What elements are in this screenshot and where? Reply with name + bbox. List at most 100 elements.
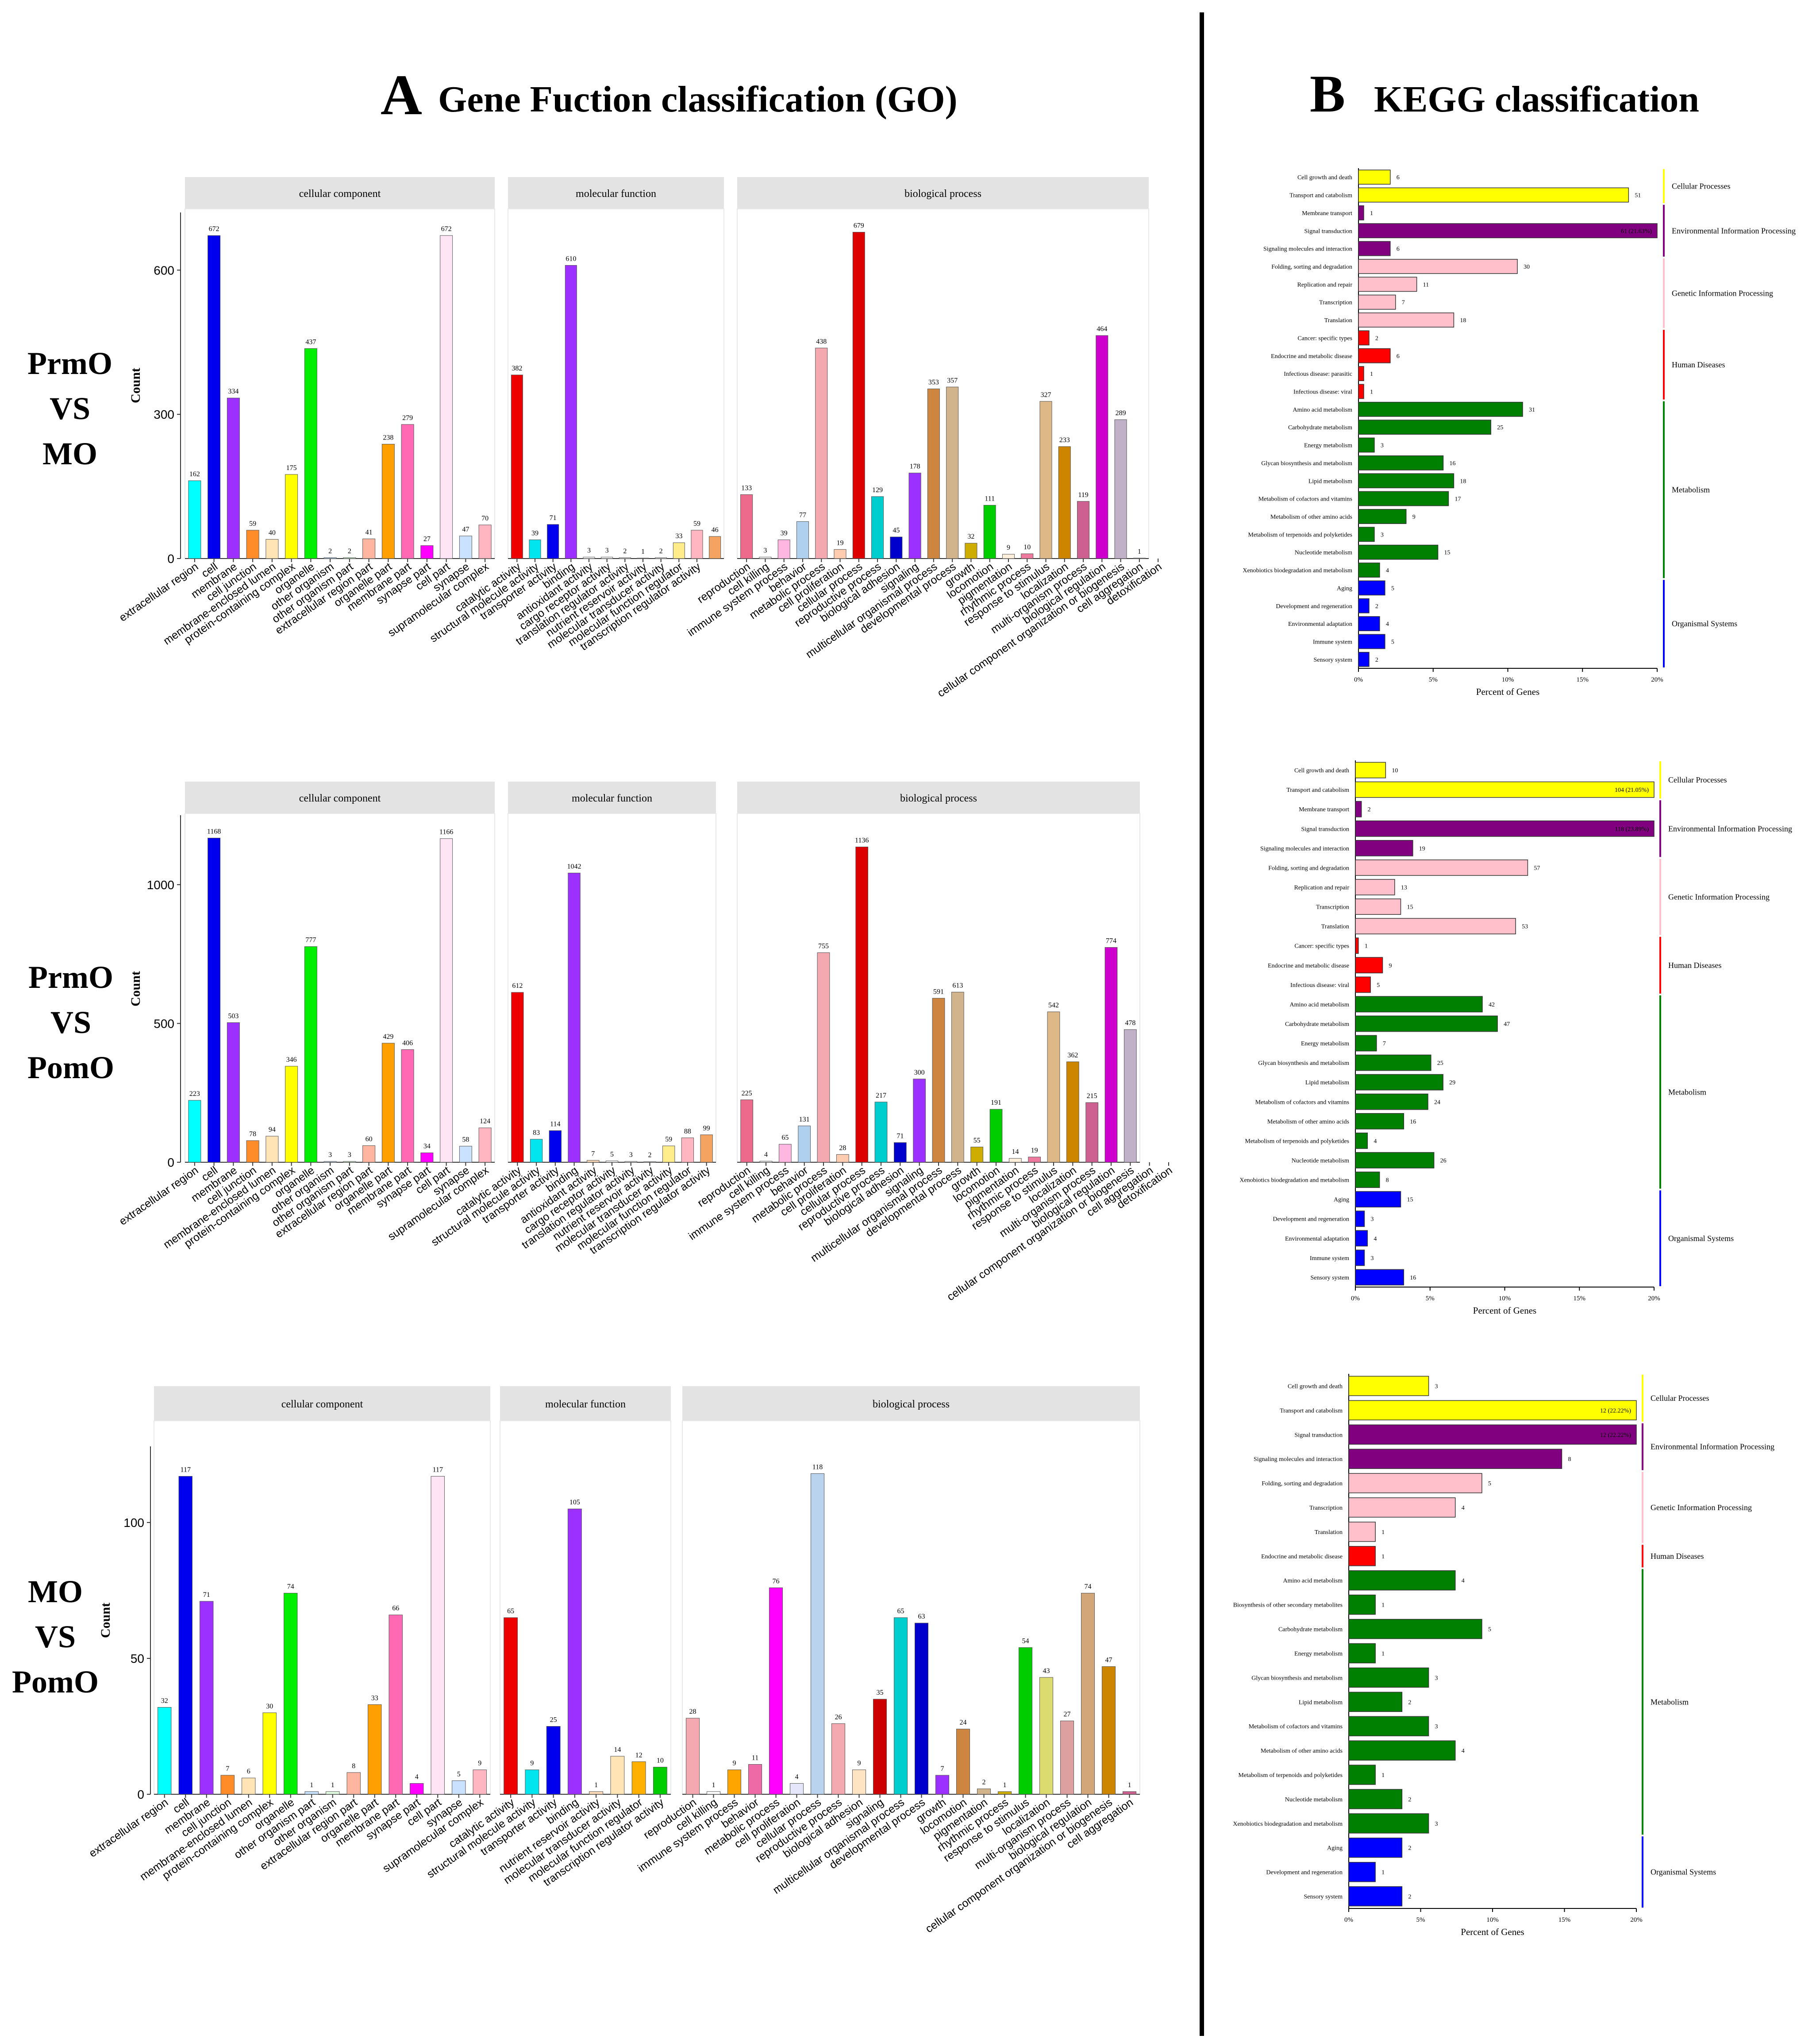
kegg-bar (1358, 455, 1444, 470)
go-bar (1104, 947, 1118, 1163)
kegg-charts: Cell growth and death 6 Transport and cata… (1233, 168, 1796, 1937)
kegg-count-label: 8 (1568, 1456, 1571, 1463)
go-bar (777, 540, 790, 559)
kegg-category-label: Environmental Information Processing (1672, 226, 1796, 235)
go-bar (381, 1043, 395, 1163)
kegg-row-label: Immune system (1313, 639, 1352, 645)
kegg-bar (1348, 1376, 1429, 1396)
go-y-tick-label: 50 (131, 1652, 144, 1665)
kegg-count-label: 25 (1437, 1060, 1443, 1067)
kegg-bar (1348, 1546, 1376, 1566)
go-bar-value-label: 45 (893, 527, 900, 534)
kegg-row-label: Development and regeneration (1266, 1870, 1343, 1876)
go-bar (815, 347, 828, 559)
go-bar-value-label: 77 (799, 511, 806, 519)
kegg-category-label: Metabolism (1668, 1087, 1706, 1096)
go-bar (935, 1775, 950, 1795)
go-bar (1039, 1677, 1054, 1795)
go-group-strip (682, 1386, 1140, 1421)
go-bar (927, 389, 940, 559)
kegg-bar (1355, 1015, 1498, 1032)
kegg-category-label: Metabolism (1672, 485, 1710, 494)
kegg-bar (1348, 1667, 1429, 1688)
go-bar (831, 1723, 846, 1795)
go-bar-value-label: 118 (812, 1463, 823, 1471)
kegg-count-label: 53 (1522, 924, 1528, 930)
go-bar (778, 1144, 792, 1163)
panel-b-letter: B (1310, 64, 1345, 123)
go-bar-value-label: 7 (591, 1150, 595, 1158)
kegg-row-label: Metabolism of terpenoids and polyketides (1238, 1772, 1343, 1779)
go-bar (285, 474, 298, 559)
go-bar (1002, 554, 1015, 559)
kegg-bar (1358, 544, 1439, 560)
kegg-row-label: Transport and catabolism (1286, 787, 1349, 794)
kegg-bar (1348, 1497, 1456, 1518)
go-bar (587, 1160, 600, 1163)
kegg-count-label: 25 (1497, 424, 1503, 431)
go-bar (605, 1160, 619, 1163)
go-group-strip-label: cellular component (299, 793, 381, 804)
go-bar-value-label: 99 (703, 1125, 710, 1132)
kegg-count-label: 47 (1504, 1021, 1510, 1028)
kegg-bar (1358, 491, 1449, 506)
go-bar-value-label: 225 (742, 1090, 752, 1097)
go-bar (262, 1712, 277, 1795)
go-bar (326, 1791, 340, 1795)
go-bar (759, 1160, 773, 1163)
go-bar-value-label: 26 (835, 1713, 842, 1721)
go-bar (362, 1145, 376, 1163)
go-bar (1066, 1061, 1079, 1163)
kegg-bar (1358, 651, 1370, 667)
kegg-row-label: Metabolism of terpenoids and polyketides (1245, 1138, 1349, 1145)
kegg-x-axis-title: Percent of Genes (1461, 1927, 1524, 1937)
go-bar (700, 1134, 713, 1163)
kegg-row-label: Transport and catabolism (1289, 193, 1352, 199)
kegg-count-label: 2 (1408, 1845, 1411, 1852)
kegg-row-label: Sensory system (1304, 1894, 1343, 1900)
go-bar-value-label: 65 (507, 1607, 514, 1615)
go-y-axis-title: Count (128, 368, 143, 403)
go-bar-value-label: 28 (689, 1708, 696, 1715)
kegg-count-label: 10 (1392, 767, 1398, 774)
go-bar-value-label: 346 (286, 1056, 297, 1064)
go-bar (1096, 335, 1108, 559)
kegg-count-label: 4 (1374, 1138, 1377, 1145)
kegg-bar (1358, 348, 1391, 363)
kegg-x-tick-label: 10% (1499, 1295, 1511, 1302)
kegg-x-tick-label: 10% (1502, 676, 1514, 683)
go-bar (852, 232, 865, 559)
kegg-bar (1355, 840, 1413, 856)
kegg-category-label: Organismal Systems (1672, 619, 1737, 628)
go-bar (951, 992, 964, 1163)
kegg-bar (1348, 1424, 1637, 1445)
go-bar (589, 1791, 604, 1795)
go-bar-value-label: 28 (839, 1144, 846, 1152)
go-bar-value-label: 777 (305, 937, 316, 944)
go-bar-value-label: 1166 (439, 829, 453, 836)
go-bar-value-label: 679 (854, 222, 864, 230)
go-bar (246, 530, 259, 559)
go-bar-value-label: 63 (918, 1613, 925, 1620)
go-bar (1028, 1156, 1041, 1163)
kegg-row-label: Nucleotide metabolism (1292, 1158, 1349, 1164)
kegg-bar (1358, 384, 1364, 399)
go-bar (459, 1146, 472, 1163)
go-bar (817, 952, 830, 1163)
kegg-count-label: 15 (1444, 550, 1451, 556)
go-bar (989, 1109, 1003, 1163)
kegg-count-label: 16 (1410, 1275, 1416, 1281)
go-bar-value-label: 1 (331, 1781, 335, 1789)
go-bar (284, 1593, 298, 1795)
kegg-row-label: Lipid metabolism (1305, 1079, 1349, 1086)
go-bar (431, 1476, 445, 1795)
kegg-count-label: 5 (1377, 982, 1380, 989)
go-bar (619, 557, 631, 559)
kegg-x-tick-label: 20% (1651, 676, 1663, 683)
go-bar-value-label: 133 (741, 485, 752, 492)
panel-b-title: KEGG classification (1374, 79, 1699, 120)
go-bar-value-label: 54 (1022, 1637, 1029, 1645)
kegg-bar (1358, 598, 1370, 613)
kegg-row-label: Cell growth and death (1294, 767, 1349, 774)
